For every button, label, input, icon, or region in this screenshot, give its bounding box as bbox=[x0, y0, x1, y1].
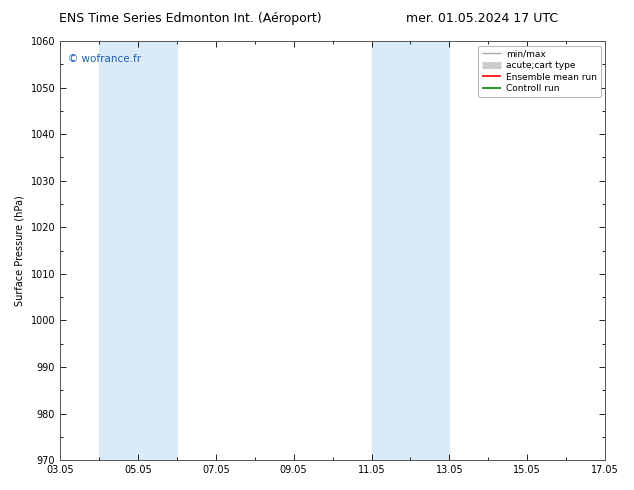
Text: mer. 01.05.2024 17 UTC: mer. 01.05.2024 17 UTC bbox=[406, 12, 558, 25]
Bar bbox=[99, 41, 177, 460]
Legend: min/max, acute;cart type, Ensemble mean run, Controll run: min/max, acute;cart type, Ensemble mean … bbox=[478, 46, 600, 97]
Text: © wofrance.fr: © wofrance.fr bbox=[68, 53, 141, 64]
Bar bbox=[372, 41, 450, 460]
Text: ENS Time Series Edmonton Int. (Aéroport): ENS Time Series Edmonton Int. (Aéroport) bbox=[59, 12, 321, 25]
Y-axis label: Surface Pressure (hPa): Surface Pressure (hPa) bbox=[15, 195, 25, 306]
